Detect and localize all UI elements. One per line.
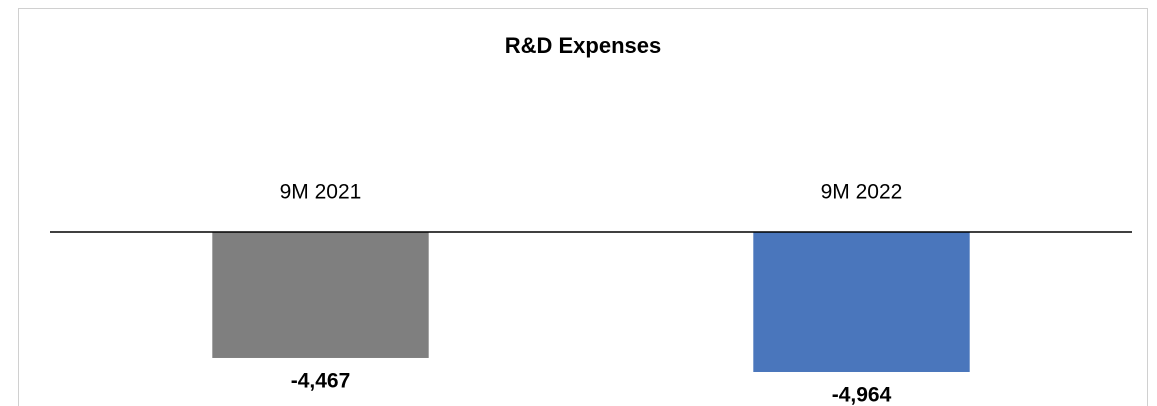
data-label: -4,467 bbox=[291, 370, 351, 393]
x-tick-label: 9M 2022 bbox=[821, 181, 903, 204]
x-tick-label: 9M 2021 bbox=[280, 181, 362, 204]
chart-title: R&D Expenses bbox=[505, 33, 662, 58]
bar bbox=[212, 232, 429, 358]
data-label: -4,964 bbox=[832, 384, 892, 406]
chart-frame bbox=[18, 8, 1148, 406]
bar bbox=[753, 232, 970, 372]
